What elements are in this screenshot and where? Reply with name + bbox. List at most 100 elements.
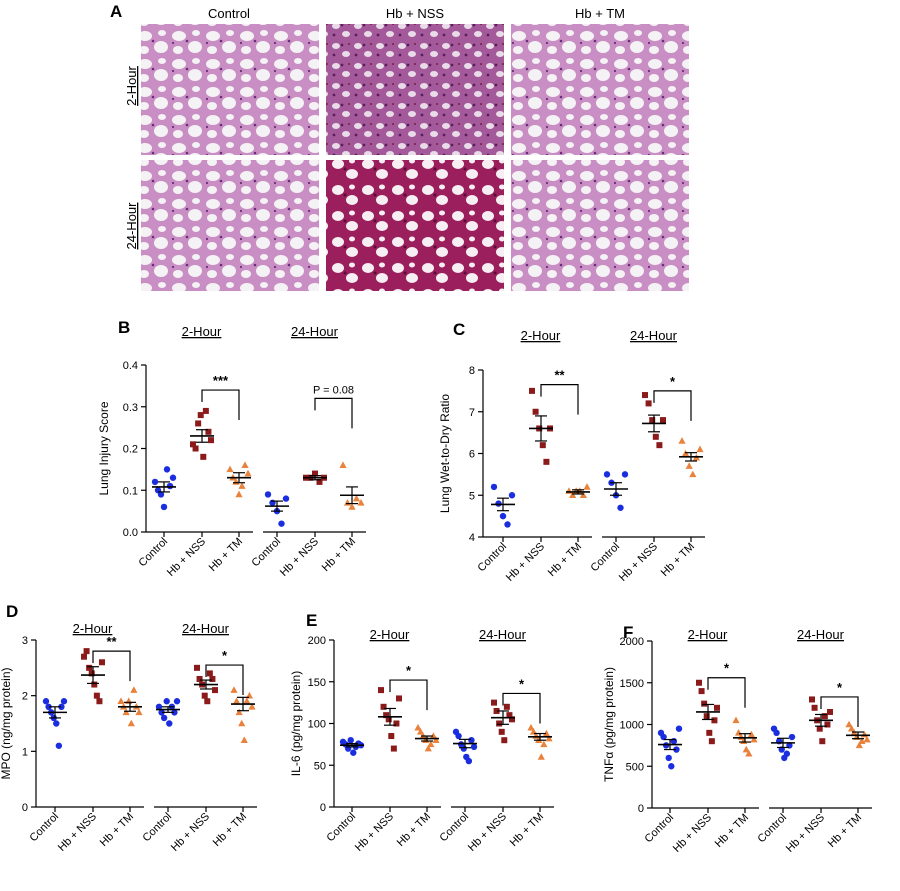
data-point (316, 478, 323, 485)
y-tick-label: 3 (22, 635, 28, 647)
data-point (93, 692, 100, 699)
y-tick-label: 0 (638, 803, 644, 815)
significance-label: * (222, 648, 228, 663)
significance-bracket (205, 664, 244, 696)
category-label: Control (137, 536, 171, 570)
data-point (495, 500, 502, 507)
data-point (86, 664, 93, 671)
data-point (206, 670, 213, 677)
data-point (339, 461, 347, 468)
data-point (847, 724, 856, 732)
data-point (660, 733, 667, 741)
data-point (83, 648, 90, 655)
significance-label: ** (106, 634, 117, 649)
category-label: Hb + NSS (56, 811, 99, 854)
data-point (158, 709, 165, 716)
category-label: Hb + NSS (165, 536, 208, 579)
data-point (155, 703, 163, 710)
data-point (508, 492, 516, 499)
significance-bracket (92, 650, 131, 682)
data-point (173, 698, 181, 705)
group-label: 2-Hour (521, 328, 561, 343)
row-label-24-hour: 24-Hour (124, 202, 139, 250)
category-label: Control (141, 811, 175, 845)
data-point (708, 738, 715, 745)
data-point (45, 703, 52, 710)
category-label: Hb + NSS (278, 536, 321, 579)
category-label: Hb + TM (207, 536, 245, 574)
data-point (819, 738, 826, 745)
significance-label: ** (554, 368, 565, 383)
data-point (460, 745, 467, 752)
data-point (122, 708, 130, 716)
data-point (527, 723, 535, 731)
data-point (160, 714, 168, 722)
data-point (509, 716, 515, 723)
category-label: Control (756, 812, 790, 846)
data-point (157, 491, 165, 498)
group-label: 24-Hour (630, 328, 678, 343)
data-point (348, 503, 356, 510)
data-point (665, 754, 672, 762)
data-point (429, 732, 438, 739)
significance-label: * (724, 661, 730, 676)
data-point (455, 732, 462, 740)
data-point (732, 716, 740, 724)
data-point (685, 462, 693, 469)
group-label: 2-Hour (73, 621, 113, 636)
category-label: Control (589, 541, 623, 575)
y-axis-label: Lung Wet-to-Dry Ratio (438, 394, 452, 513)
data-point (357, 498, 365, 506)
micrograph-hb-nss-2h (326, 24, 504, 155)
category-label: Hb + TM (98, 811, 136, 849)
data-point (701, 700, 708, 707)
data-point (673, 746, 680, 753)
data-point (750, 735, 758, 743)
data-point (195, 420, 202, 427)
data-point (621, 471, 629, 478)
data-point (226, 465, 234, 473)
data-point (151, 478, 159, 486)
data-point (244, 469, 252, 477)
data-point (347, 737, 354, 744)
data-point (821, 713, 828, 720)
y-tick-label: 5 (469, 490, 475, 502)
data-point (569, 491, 577, 499)
significance-label: * (519, 676, 525, 691)
y-tick-label: 6 (469, 449, 475, 461)
panel-label-d: D (6, 602, 18, 621)
data-point (396, 695, 402, 702)
y-tick-label: 1500 (620, 678, 644, 690)
y-tick-label: 2 (22, 691, 28, 703)
data-point (617, 504, 624, 511)
y-tick-label: 0.3 (123, 402, 138, 414)
category-label: Control (250, 536, 284, 570)
data-point (241, 461, 249, 468)
data-point (135, 708, 143, 716)
data-point (58, 703, 65, 710)
data-point (88, 670, 95, 677)
data-point (714, 704, 720, 711)
data-point (711, 717, 718, 724)
y-tick-label: 200 (308, 635, 326, 647)
data-point (343, 498, 352, 506)
data-point (501, 737, 508, 744)
y-tick-label: 0 (320, 802, 326, 814)
data-point (282, 495, 290, 502)
data-point (378, 687, 384, 694)
data-point (603, 471, 611, 478)
data-point (652, 433, 659, 440)
panel-a-histology: A Control Hb + NSS Hb + TM 2-Hour 24-Hou… (110, 2, 689, 291)
data-point (532, 408, 539, 415)
category-label: Hb + NSS (466, 811, 509, 854)
group-label: 2-Hour (688, 627, 728, 642)
data-point (208, 437, 214, 444)
data-point (352, 494, 361, 502)
y-tick-label: 500 (626, 761, 644, 773)
data-point (238, 719, 246, 727)
significance-label: * (406, 663, 412, 678)
data-point (166, 482, 174, 490)
data-point (788, 733, 796, 741)
data-point (783, 750, 791, 757)
data-point (855, 741, 863, 749)
